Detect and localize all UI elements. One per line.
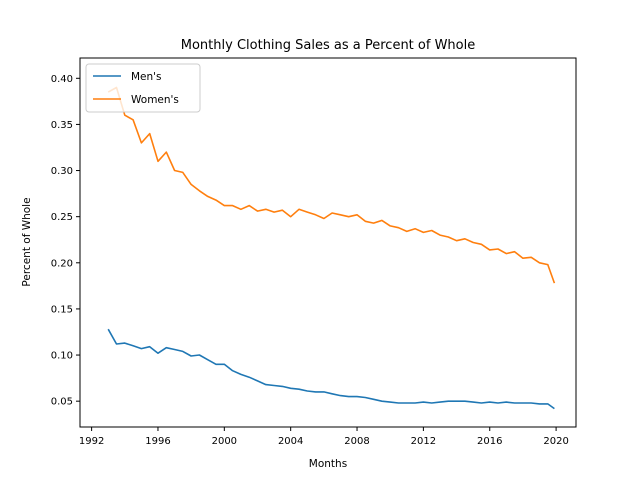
y-tick-label: 0.30: [51, 166, 73, 177]
x-tick-label: 2016: [477, 436, 502, 447]
y-tick-label: 0.35: [51, 120, 73, 131]
series-line-womens: [107, 86, 556, 284]
legend-label-womens: Women's: [131, 94, 179, 106]
y-tick-label: 0.10: [51, 351, 73, 362]
x-tick-label: 2000: [212, 436, 237, 447]
plot-area: [107, 86, 556, 410]
series-line-mens: [107, 328, 555, 410]
x-tick-label: 1996: [145, 436, 170, 447]
y-axis-label: Percent of Whole: [21, 197, 33, 286]
axes-frame: [79, 57, 577, 428]
x-tick-label: 2004: [278, 436, 303, 447]
x-axis: 1992 1996 2000 2004 2008 2012 2016 2020: [79, 427, 569, 447]
y-tick-label: 0.15: [51, 304, 73, 315]
legend-label-mens: Men's: [131, 71, 162, 83]
y-tick-label: 0.40: [51, 74, 73, 85]
x-axis-label: Months: [309, 458, 347, 470]
y-tick-label: 0.05: [51, 397, 73, 408]
y-axis: 0.05 0.10 0.15 0.20 0.25 0.30 0.35 0.40: [51, 74, 80, 408]
x-tick-label: 1992: [79, 436, 104, 447]
chart-title: Monthly Clothing Sales as a Percent of W…: [181, 38, 475, 53]
x-tick-label: 2012: [411, 436, 436, 447]
legend: Men's Women's: [85, 63, 201, 113]
y-tick-label: 0.25: [51, 212, 73, 223]
x-tick-label: 2020: [543, 436, 568, 447]
y-tick-label: 0.20: [51, 258, 73, 269]
x-tick-label: 2008: [344, 436, 369, 447]
